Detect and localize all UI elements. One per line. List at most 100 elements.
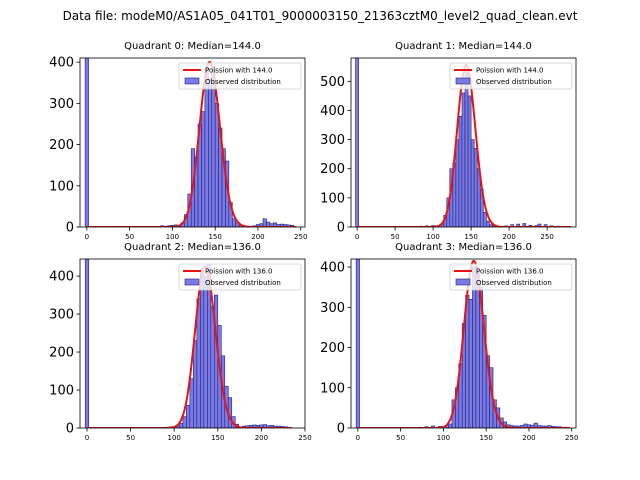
y-tick-label: 300 (320, 133, 345, 148)
histogram-bar (464, 69, 469, 227)
poisson-curve (86, 265, 292, 428)
legend-label-poisson: Poission with 136.0 (476, 268, 544, 276)
histogram-bar (193, 340, 198, 428)
histogram-bar (473, 148, 478, 227)
y-tick-label: 0 (66, 221, 74, 236)
legend-bar-swatch (184, 77, 200, 85)
y-tick-label: 400 (320, 261, 345, 276)
histogram-bar (448, 423, 453, 428)
histogram-bar (461, 92, 466, 227)
legend-label-observed: Observed distribution (476, 279, 552, 287)
x-tick-label: 50 (125, 233, 134, 241)
legend: Poission with 144.0 Observed distribution (449, 62, 573, 90)
histogram-bar (214, 103, 219, 227)
legend-label-poisson: Poission with 144.0 (476, 67, 544, 75)
legend-label-poisson: Poission with 144.0 (205, 67, 273, 75)
x-tick-label: 0 (355, 233, 359, 241)
axes-frame (350, 57, 577, 228)
x-tick-label: 0 (356, 434, 360, 442)
histogram-bar (467, 95, 472, 227)
y-tick-label: 500 (320, 75, 345, 90)
histogram-bar (465, 294, 470, 428)
poisson-curve (86, 61, 297, 227)
subplot-quadrant-0: Quadrant 0: Median=144.0 0 100 200 300 400 0 50… (49, 41, 307, 241)
x-tick-label: 100 (166, 233, 179, 241)
panel-title: Quadrant 1: Median=144.0 (395, 41, 532, 52)
poisson-curve (357, 260, 571, 428)
legend-frame (178, 62, 302, 90)
histogram-bar (470, 139, 475, 227)
histogram-bar (522, 223, 527, 227)
histogram-bar (482, 212, 487, 227)
panel-title: Quadrant 0: Median=144.0 (124, 41, 261, 52)
legend-frame (449, 263, 573, 291)
subplot-quadrant-1: Quadrant 1: Median=144.00100200300400500… (320, 41, 577, 241)
x-tick-label: 50 (391, 233, 400, 241)
figure-suptitle: Data file: modeM0/AS1A05_041T01_90000031… (63, 9, 578, 23)
x-tick-label: 250 (565, 434, 578, 442)
x-tick-label: 200 (255, 434, 268, 442)
subplot-grid: Quadrant 0: Median=144.0 0 100 200 300 400 0 50… (49, 41, 578, 442)
histogram-bar (468, 298, 473, 428)
histogram-bar (208, 78, 213, 227)
histogram-bar (211, 65, 216, 227)
legend-label-observed: Observed distribution (476, 78, 552, 86)
legend: Poission with 136.0 Observed distribution (449, 263, 573, 291)
y-tick-label: 200 (49, 138, 74, 153)
histogram-bar-zero (355, 259, 360, 428)
histogram-bar (458, 115, 463, 227)
axes-frame (79, 57, 306, 228)
x-tick-label: 0 (85, 434, 89, 442)
histogram-bar (186, 404, 191, 428)
histogram-bar-zero (84, 58, 89, 227)
y-tick-label: 100 (49, 179, 74, 194)
histogram-bar (179, 423, 184, 428)
y-tick-label: 300 (320, 301, 345, 316)
x-tick-label: 50 (126, 434, 135, 442)
plot-area (84, 259, 292, 428)
histogram-bar (200, 268, 205, 428)
y-tick-label: 0 (337, 221, 345, 236)
legend-bar-swatch (455, 77, 471, 85)
subplot-quadrant-2: Quadrant 2: Median=136.0 0 100 200 300 400 0 50… (49, 242, 312, 442)
x-tick-label: 200 (522, 434, 535, 442)
y-tick-label: 200 (49, 346, 74, 361)
panel-title: Quadrant 2: Median=136.0 (124, 242, 261, 253)
x-tick-label: 200 (251, 233, 264, 241)
x-tick-label: 100 (426, 233, 439, 241)
legend: Poission with 136.0 Observed distribution (178, 263, 302, 291)
x-tick-label: 150 (211, 434, 224, 442)
y-tick-label: 400 (49, 270, 74, 285)
legend: Poission with 144.0 Observed distribution (178, 62, 302, 90)
y-tick-label: 100 (49, 384, 74, 399)
histogram-bar (486, 220, 490, 227)
histogram-bar (204, 68, 209, 227)
panel-title: Quadrant 3: Median=136.0 (395, 242, 532, 253)
x-tick-label: 50 (396, 434, 405, 442)
histogram-bar (201, 111, 206, 227)
subplot-quadrant-3: Quadrant 3: Median=136.0 0 100 200 300 400 0 50… (320, 242, 578, 442)
histogram-bar (262, 218, 267, 227)
histogram-bar-zero (84, 259, 90, 428)
y-tick-label: 400 (49, 56, 74, 71)
x-tick-label: 0 (85, 233, 89, 241)
x-tick-label: 150 (464, 233, 477, 241)
y-tick-label: 0 (337, 422, 345, 437)
histogram-bar (196, 298, 201, 428)
y-tick-label: 0 (66, 422, 74, 437)
plot-area (84, 58, 297, 227)
y-tick-label: 300 (49, 97, 74, 112)
legend-label-observed: Observed distribution (205, 78, 281, 86)
x-tick-label: 250 (540, 233, 553, 241)
axes-frame (350, 258, 577, 429)
y-tick-label: 400 (320, 104, 345, 119)
histogram-bar (210, 306, 215, 428)
histogram-bar (472, 266, 477, 428)
histogram-bar (455, 139, 460, 227)
y-tick-label: 100 (320, 381, 345, 396)
x-tick-label: 150 (208, 233, 221, 241)
legend-label-poisson: Poission with 136.0 (205, 268, 273, 276)
plot-area (355, 259, 571, 428)
legend-frame (178, 263, 302, 291)
y-tick-label: 200 (320, 162, 345, 177)
